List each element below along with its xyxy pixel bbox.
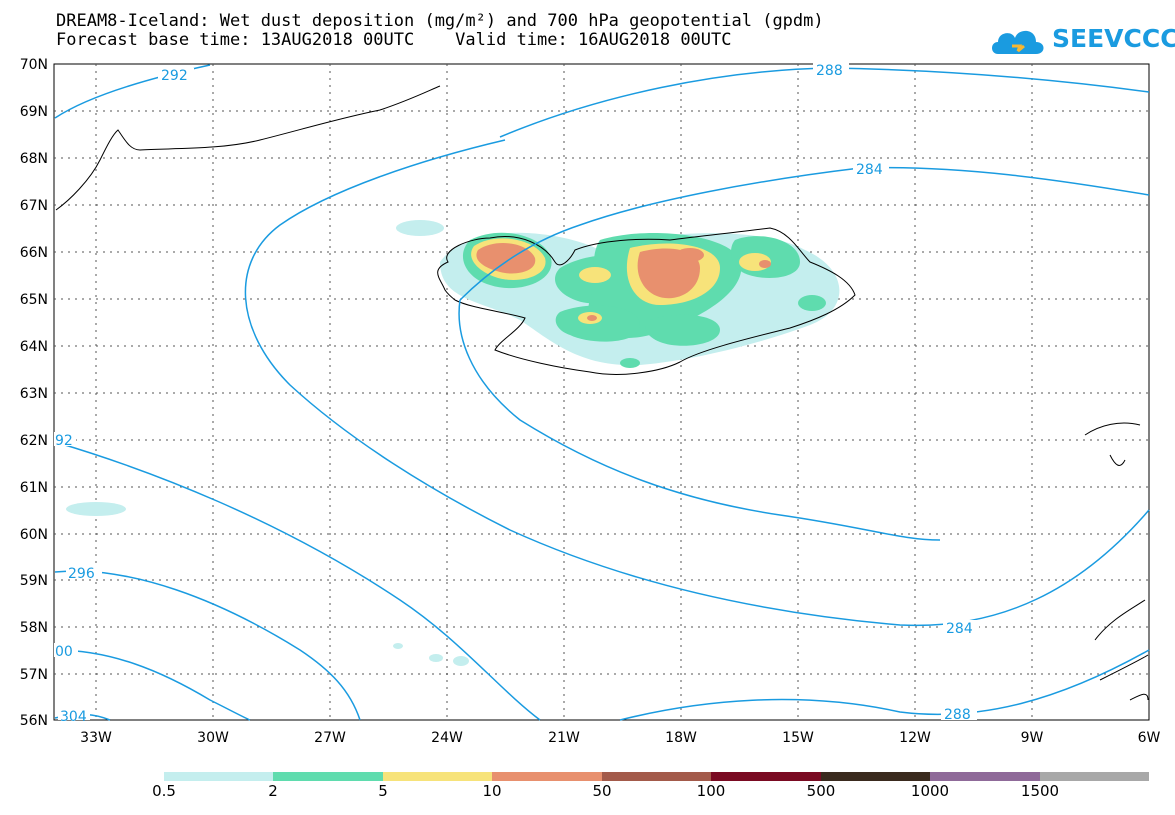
coastlines xyxy=(55,85,1149,701)
colorbar-swatch xyxy=(492,772,602,781)
contour-label: 284 xyxy=(946,621,973,637)
colorbar-label: 1500 xyxy=(1020,782,1060,800)
contour-label: 284 xyxy=(856,162,883,178)
lat-label: 65N xyxy=(20,292,48,308)
colorbar-swatch xyxy=(1040,772,1149,781)
colorbar-label: 0.5 xyxy=(152,782,176,800)
lat-label: 59N xyxy=(20,573,48,589)
lat-label: 56N xyxy=(20,713,48,729)
colorbar-swatch xyxy=(821,772,930,781)
lon-label: 21W xyxy=(548,730,580,746)
contour-label: 304 xyxy=(60,709,87,725)
colorbar-swatch xyxy=(164,772,273,781)
dust-deposition-field xyxy=(66,220,840,666)
colorbar-label: 50 xyxy=(592,782,612,800)
cloud-icon xyxy=(992,30,1044,54)
lat-label: 68N xyxy=(20,151,48,167)
colorbar-swatch xyxy=(383,772,492,781)
lat-label: 66N xyxy=(20,245,48,261)
latitude-labels: 70N 69N 68N 67N 66N 65N 64N 63N 62N 61N … xyxy=(20,57,48,729)
lat-label: 67N xyxy=(20,198,48,214)
chart-title-line2: Forecast base time: 13AUG2018 00UTC Vali… xyxy=(56,30,732,50)
colorbar-swatch xyxy=(930,772,1040,781)
colorbar-label: 500 xyxy=(806,782,836,800)
map-frame xyxy=(53,63,1150,721)
contour-label: 288 xyxy=(944,707,971,723)
contour-label: 92 xyxy=(55,433,73,449)
contour-label: 00 xyxy=(55,644,73,660)
contour-label: 288 xyxy=(816,63,843,79)
lon-label: 30W xyxy=(197,730,229,746)
colorbar-label: 100 xyxy=(696,782,726,800)
lat-label: 70N xyxy=(20,57,48,73)
map-grid xyxy=(54,64,1149,720)
lat-label: 64N xyxy=(20,339,48,355)
lat-label: 62N xyxy=(20,433,48,449)
contour-label: 292 xyxy=(161,68,188,84)
lon-label: 15W xyxy=(782,730,814,746)
chart-title-line1: DREAM8-Iceland: Wet dust deposition (mg/… xyxy=(56,11,824,31)
logo-text: SEEVCCC xyxy=(1052,24,1175,53)
lat-label: 61N xyxy=(20,480,48,496)
seevccc-logo: SEEVCCC xyxy=(988,20,1175,60)
lat-label: 63N xyxy=(20,386,48,402)
lon-label: 33W xyxy=(80,730,112,746)
contour-labels: 292 288 284 92 296 284 00 288 304 xyxy=(54,62,979,725)
lon-label: 6W xyxy=(1138,730,1161,746)
longitude-labels: 33W 30W 27W 24W 21W 18W 15W 12W 9W 6W xyxy=(80,730,1160,746)
colorbar-swatch xyxy=(711,772,821,781)
contour-label: 296 xyxy=(68,566,95,582)
lon-label: 9W xyxy=(1021,730,1044,746)
lat-label: 69N xyxy=(20,104,48,120)
colorbar-swatch xyxy=(602,772,711,781)
lon-label: 18W xyxy=(665,730,697,746)
lon-label: 24W xyxy=(431,730,463,746)
lat-label: 60N xyxy=(20,527,48,543)
lon-label: 12W xyxy=(899,730,931,746)
colorbar-swatch xyxy=(273,772,383,781)
lat-label: 57N xyxy=(20,667,48,683)
colorbar-label: 10 xyxy=(482,782,502,800)
lon-label: 27W xyxy=(314,730,346,746)
colorbar-label: 5 xyxy=(378,782,388,800)
lat-label: 58N xyxy=(20,620,48,636)
colorbar-label: 1000 xyxy=(910,782,950,800)
colorbar-label: 2 xyxy=(268,782,278,800)
